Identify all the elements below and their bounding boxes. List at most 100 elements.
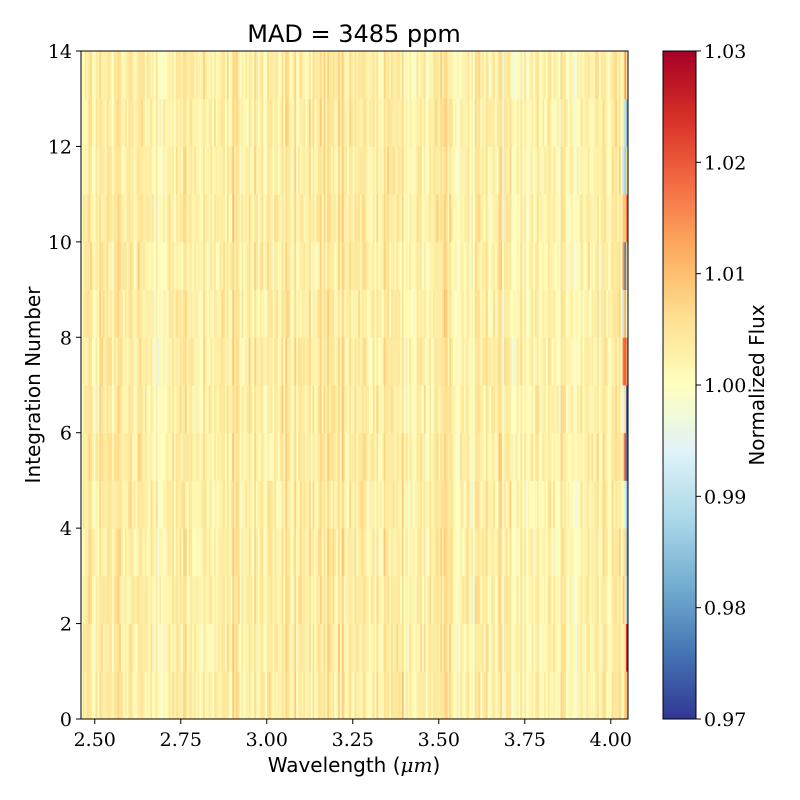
heatmap-cell bbox=[308, 528, 312, 577]
heatmap-cell bbox=[518, 98, 521, 147]
heatmap-cell bbox=[349, 385, 352, 434]
heatmap-cell bbox=[248, 51, 251, 100]
heatmap-cell bbox=[551, 575, 554, 624]
heatmap-cell bbox=[217, 528, 220, 577]
heatmap-cell bbox=[420, 98, 423, 147]
heatmap-cell bbox=[88, 385, 91, 434]
heatmap-cell bbox=[482, 385, 485, 434]
heatmap-cell bbox=[451, 146, 454, 195]
heatmap-cell bbox=[575, 241, 578, 290]
heatmap-cell bbox=[272, 623, 275, 672]
heatmap-cell bbox=[104, 98, 107, 147]
heatmap-cell bbox=[598, 194, 602, 243]
heatmap-cell bbox=[606, 385, 609, 434]
heatmap-cell bbox=[374, 194, 377, 243]
heatmap-cell bbox=[370, 623, 374, 672]
heatmap-cell bbox=[463, 98, 467, 147]
heatmap-cell bbox=[496, 289, 499, 338]
heatmap-cell bbox=[124, 241, 127, 290]
heatmap-cell bbox=[297, 623, 301, 672]
heatmap-cell bbox=[445, 528, 448, 577]
heatmap-cell bbox=[234, 241, 237, 290]
heatmap-cell bbox=[622, 337, 625, 386]
heatmap-cell bbox=[108, 146, 111, 195]
heatmap-cell bbox=[166, 385, 169, 434]
heatmap-cell bbox=[104, 480, 107, 529]
heatmap-cell bbox=[560, 289, 563, 338]
heatmap-cell bbox=[513, 337, 516, 386]
heatmap-cell bbox=[256, 98, 259, 147]
heatmap-cell bbox=[394, 575, 397, 624]
heatmap-cell bbox=[445, 51, 448, 100]
heatmap-cell bbox=[626, 194, 628, 243]
heatmap-cell bbox=[321, 51, 324, 100]
heatmap-cell bbox=[195, 623, 199, 672]
heatmap-cell bbox=[400, 385, 403, 434]
heatmap-cell bbox=[186, 289, 189, 338]
heatmap-cell bbox=[474, 98, 478, 147]
heatmap-cell bbox=[383, 51, 386, 100]
heatmap-cell bbox=[615, 337, 618, 386]
heatmap-cell bbox=[471, 671, 474, 719]
heatmap-cell bbox=[429, 337, 432, 386]
heatmap-cell bbox=[394, 194, 397, 243]
heatmap-cell bbox=[462, 385, 465, 434]
heatmap-cell bbox=[86, 289, 89, 338]
heatmap-cell bbox=[126, 241, 129, 290]
heatmap-cell bbox=[454, 385, 457, 434]
heatmap-cell bbox=[93, 98, 96, 147]
heatmap-cell bbox=[569, 51, 572, 100]
heatmap-cell bbox=[573, 146, 576, 195]
heatmap-cell bbox=[177, 194, 180, 243]
heatmap-cell bbox=[208, 385, 211, 434]
heatmap-cell bbox=[261, 98, 264, 147]
heatmap-cell bbox=[504, 98, 507, 147]
heatmap-cell bbox=[527, 51, 530, 100]
heatmap-cell bbox=[230, 671, 233, 719]
heatmap-cell bbox=[429, 480, 432, 529]
heatmap-cell bbox=[245, 671, 248, 719]
heatmap-cell bbox=[297, 194, 301, 243]
heatmap-cell bbox=[427, 241, 430, 290]
heatmap-cell bbox=[385, 671, 388, 719]
heatmap-cell bbox=[443, 98, 447, 147]
heatmap-cell bbox=[407, 528, 410, 577]
heatmap-cell bbox=[292, 432, 295, 481]
heatmap-cell bbox=[600, 51, 603, 100]
heatmap-cell bbox=[425, 51, 428, 100]
heatmap-cell bbox=[265, 146, 268, 195]
heatmap-cell bbox=[385, 575, 388, 624]
heatmap-cell bbox=[367, 194, 370, 243]
heatmap-cell bbox=[212, 623, 215, 672]
heatmap-cell bbox=[90, 623, 93, 672]
heatmap-cell bbox=[536, 671, 540, 719]
heatmap-cell bbox=[617, 432, 620, 481]
heatmap-cell bbox=[607, 51, 611, 100]
heatmap-cell bbox=[403, 337, 406, 386]
heatmap-cell bbox=[396, 385, 399, 434]
heatmap-cell bbox=[230, 528, 233, 577]
heatmap-cell bbox=[473, 623, 476, 672]
heatmap-cell bbox=[474, 337, 478, 386]
heatmap-cell bbox=[172, 671, 175, 719]
heatmap-cell bbox=[308, 337, 312, 386]
heatmap-cell bbox=[363, 432, 366, 481]
heatmap-cell bbox=[146, 480, 149, 529]
heatmap-cell bbox=[113, 385, 117, 434]
heatmap-cell bbox=[124, 194, 127, 243]
heatmap-cell bbox=[339, 623, 343, 672]
heatmap-cell bbox=[121, 623, 124, 672]
heatmap-cell bbox=[175, 623, 179, 672]
heatmap-cell bbox=[168, 480, 171, 529]
heatmap-cell bbox=[469, 623, 472, 672]
heatmap-cell bbox=[566, 337, 569, 386]
heatmap-cell bbox=[91, 194, 95, 243]
heatmap-cell bbox=[463, 146, 467, 195]
heatmap-cell bbox=[452, 194, 456, 243]
heatmap-cell bbox=[536, 575, 540, 624]
heatmap-cell bbox=[101, 289, 104, 338]
heatmap-cell bbox=[350, 98, 354, 147]
heatmap-cell bbox=[622, 51, 625, 100]
heatmap-cell bbox=[261, 289, 264, 338]
heatmap-cell bbox=[458, 575, 461, 624]
